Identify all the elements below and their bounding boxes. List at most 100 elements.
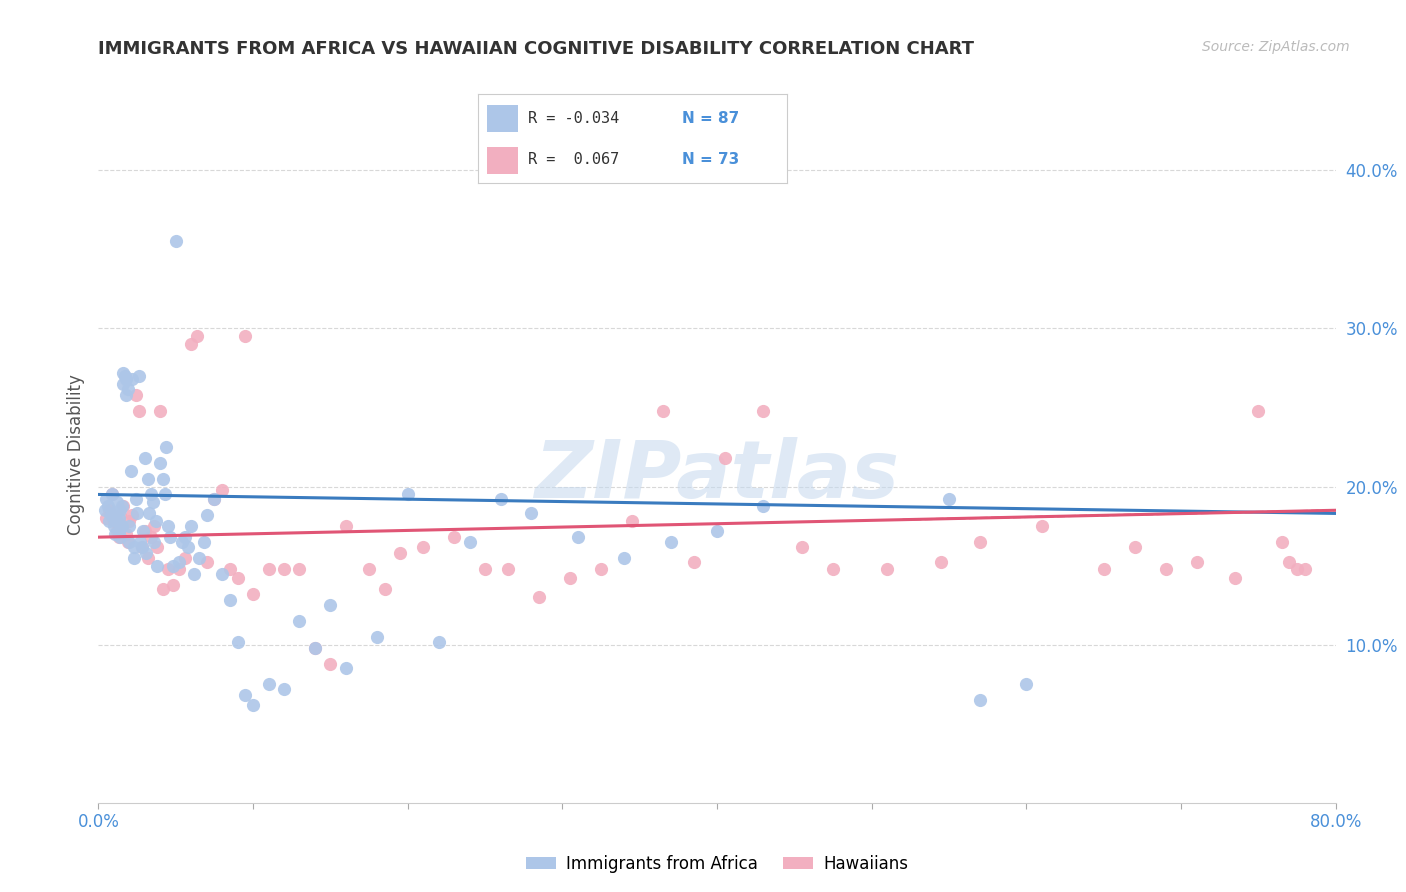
Point bbox=[167, 556, 190, 570]
Point bbox=[124, 492, 146, 507]
Point bbox=[157, 562, 180, 576]
Point bbox=[714, 451, 737, 466]
Point bbox=[97, 499, 120, 513]
Text: N = 73: N = 73 bbox=[682, 153, 740, 167]
Point bbox=[107, 511, 129, 525]
Point bbox=[659, 534, 682, 549]
Point bbox=[319, 598, 342, 612]
Point bbox=[474, 562, 496, 576]
Point bbox=[969, 534, 991, 549]
Point bbox=[134, 524, 156, 538]
Point bbox=[100, 508, 122, 522]
Point bbox=[174, 530, 197, 544]
Point bbox=[273, 562, 295, 576]
Point bbox=[233, 688, 257, 702]
Point bbox=[134, 451, 156, 466]
Point bbox=[257, 562, 280, 576]
Point bbox=[146, 558, 169, 573]
Point bbox=[1031, 519, 1053, 533]
Point bbox=[128, 403, 150, 417]
Point bbox=[132, 524, 155, 538]
Point bbox=[93, 503, 115, 517]
Point bbox=[139, 530, 162, 544]
Point bbox=[1223, 571, 1247, 585]
Point bbox=[96, 492, 118, 507]
Point bbox=[1123, 540, 1146, 554]
Point bbox=[105, 524, 128, 538]
Point bbox=[153, 487, 176, 501]
Point bbox=[118, 519, 141, 533]
Point bbox=[193, 534, 215, 549]
Point bbox=[304, 640, 326, 655]
Point bbox=[146, 540, 169, 554]
Point bbox=[520, 507, 543, 521]
Point bbox=[1271, 534, 1294, 549]
Point bbox=[1286, 562, 1309, 576]
Point bbox=[183, 566, 205, 581]
Point bbox=[1294, 562, 1316, 576]
Point bbox=[96, 511, 118, 525]
Point bbox=[155, 440, 177, 454]
Point bbox=[651, 403, 673, 417]
Text: IMMIGRANTS FROM AFRICA VS HAWAIIAN COGNITIVE DISABILITY CORRELATION CHART: IMMIGRANTS FROM AFRICA VS HAWAIIAN COGNI… bbox=[98, 40, 974, 58]
Point bbox=[219, 562, 242, 576]
Point bbox=[195, 556, 218, 570]
Point bbox=[1185, 556, 1208, 570]
Point bbox=[115, 372, 138, 386]
Point bbox=[1092, 562, 1115, 576]
Point bbox=[111, 519, 132, 533]
Point bbox=[112, 366, 135, 380]
Point bbox=[157, 519, 180, 533]
Point bbox=[706, 524, 728, 538]
Point bbox=[288, 562, 311, 576]
Point bbox=[219, 593, 242, 607]
Point bbox=[162, 577, 184, 591]
Point bbox=[152, 472, 174, 486]
Point bbox=[112, 376, 135, 391]
Point bbox=[111, 519, 132, 533]
Point bbox=[821, 562, 844, 576]
Point bbox=[149, 403, 172, 417]
Point bbox=[233, 329, 257, 343]
Point bbox=[115, 527, 138, 541]
Point bbox=[117, 534, 139, 549]
Point bbox=[752, 499, 775, 513]
Point bbox=[319, 657, 342, 671]
Point bbox=[143, 519, 166, 533]
Point bbox=[141, 495, 165, 509]
Point bbox=[135, 546, 157, 560]
Text: R =  0.067: R = 0.067 bbox=[527, 153, 619, 167]
Point bbox=[138, 507, 160, 521]
Point bbox=[211, 483, 233, 497]
Point bbox=[969, 693, 991, 707]
Text: R = -0.034: R = -0.034 bbox=[527, 112, 619, 126]
Point bbox=[226, 571, 249, 585]
Point bbox=[104, 527, 127, 541]
Text: ZIPatlas: ZIPatlas bbox=[534, 437, 900, 515]
Y-axis label: Cognitive Disability: Cognitive Disability bbox=[66, 375, 84, 535]
Point bbox=[174, 550, 197, 565]
Point bbox=[374, 582, 396, 597]
Point bbox=[105, 514, 128, 528]
Point bbox=[131, 540, 153, 554]
Point bbox=[226, 634, 249, 648]
Point bbox=[443, 530, 465, 544]
Point bbox=[458, 534, 481, 549]
Point bbox=[152, 582, 174, 597]
Point bbox=[108, 530, 131, 544]
Point bbox=[165, 235, 187, 249]
Point bbox=[242, 587, 264, 601]
Point bbox=[122, 540, 145, 554]
Point bbox=[591, 562, 613, 576]
Point bbox=[108, 503, 131, 517]
Point bbox=[1247, 403, 1270, 417]
Point bbox=[114, 368, 136, 383]
Point bbox=[242, 698, 264, 712]
Point bbox=[121, 372, 143, 386]
Point bbox=[938, 492, 960, 507]
Point bbox=[143, 534, 166, 549]
Point bbox=[129, 534, 152, 549]
Point bbox=[159, 530, 181, 544]
Point bbox=[396, 487, 419, 501]
Point bbox=[366, 630, 388, 644]
